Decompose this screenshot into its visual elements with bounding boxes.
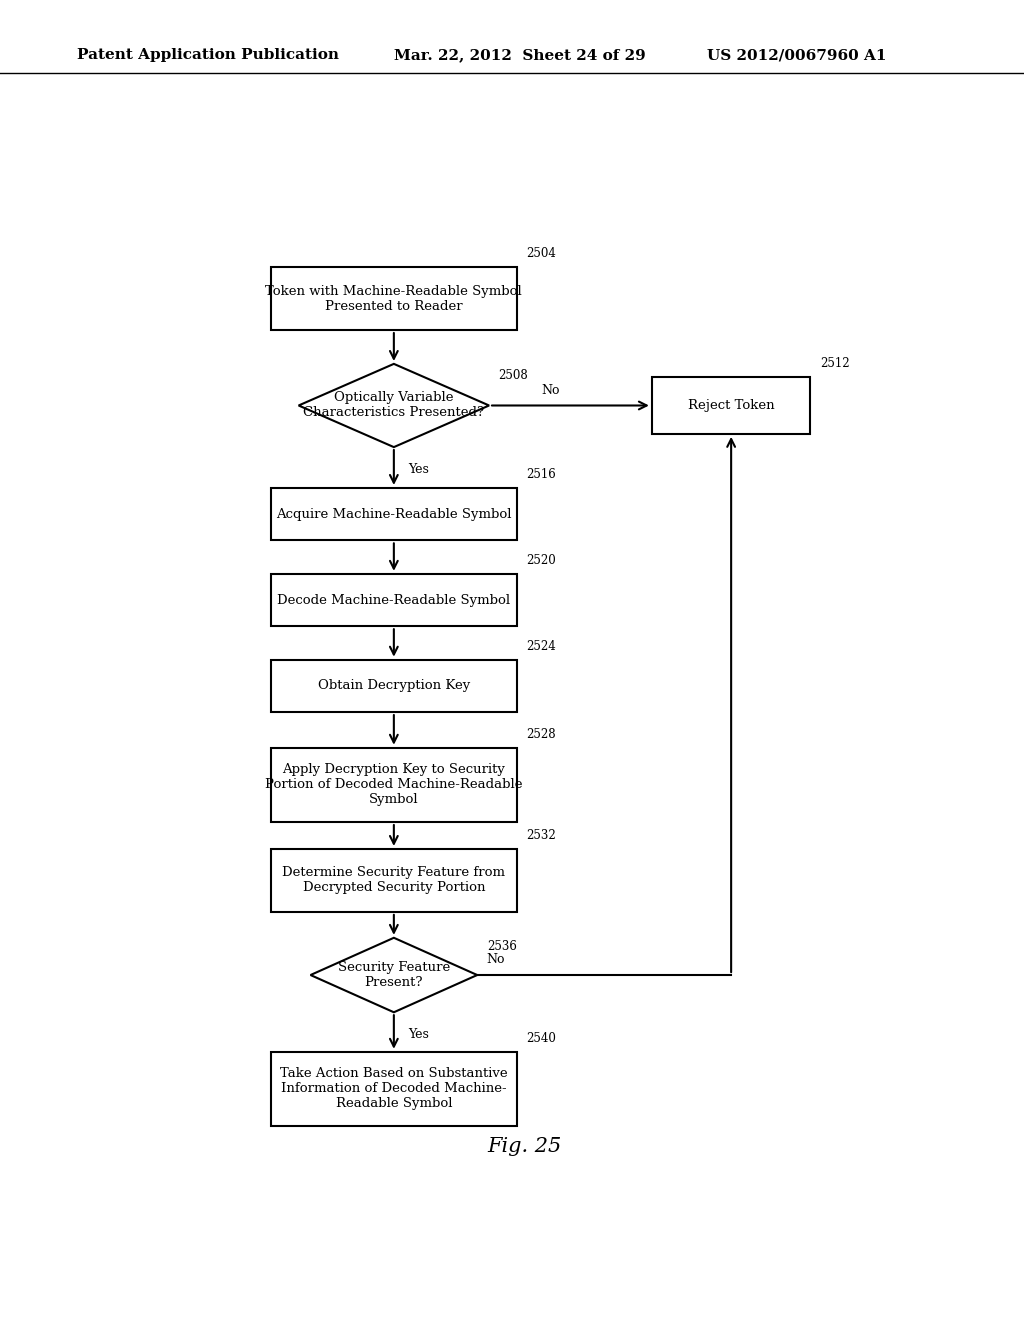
Text: 2536: 2536 (486, 940, 516, 953)
Text: No: No (542, 384, 560, 397)
Bar (270, 267, 517, 330)
Bar (270, 488, 517, 540)
Text: Reject Token: Reject Token (688, 399, 774, 412)
Text: Determine Security Feature from
Decrypted Security Portion: Determine Security Feature from Decrypte… (283, 866, 506, 895)
Bar (270, 1052, 517, 1126)
Text: Decode Machine-Readable Symbol: Decode Machine-Readable Symbol (278, 594, 510, 606)
Bar (270, 574, 517, 626)
Bar (270, 849, 517, 912)
Text: US 2012/0067960 A1: US 2012/0067960 A1 (707, 49, 886, 62)
Text: Acquire Machine-Readable Symbol: Acquire Machine-Readable Symbol (276, 508, 512, 520)
Text: 2516: 2516 (526, 467, 556, 480)
Text: Apply Decryption Key to Security
Portion of Decoded Machine-Readable
Symbol: Apply Decryption Key to Security Portion… (265, 763, 522, 807)
Text: Mar. 22, 2012  Sheet 24 of 29: Mar. 22, 2012 Sheet 24 of 29 (394, 49, 646, 62)
Text: Optically Variable
Characteristics Presented?: Optically Variable Characteristics Prese… (303, 392, 484, 420)
Text: Yes: Yes (409, 1028, 429, 1041)
Bar (270, 660, 517, 713)
Polygon shape (310, 937, 477, 1012)
Bar (270, 747, 517, 822)
Text: 2540: 2540 (526, 1032, 556, 1044)
Text: Take Action Based on Substantive
Information of Decoded Machine-
Readable Symbol: Take Action Based on Substantive Informa… (280, 1068, 508, 1110)
Bar (652, 378, 811, 434)
Text: Token with Machine-Readable Symbol
Presented to Reader: Token with Machine-Readable Symbol Prese… (265, 285, 522, 313)
Text: 2528: 2528 (526, 727, 556, 741)
Text: 2532: 2532 (526, 829, 556, 842)
Text: 2520: 2520 (526, 553, 556, 566)
Text: Security Feature
Present?: Security Feature Present? (338, 961, 450, 989)
Text: Yes: Yes (409, 463, 429, 477)
Text: 2512: 2512 (820, 356, 850, 370)
Text: Fig. 25: Fig. 25 (487, 1138, 562, 1156)
Text: Patent Application Publication: Patent Application Publication (77, 49, 339, 62)
Text: Obtain Decryption Key: Obtain Decryption Key (317, 680, 470, 693)
Text: No: No (486, 953, 505, 966)
Text: 2508: 2508 (499, 368, 528, 381)
Polygon shape (299, 364, 489, 447)
Text: 2524: 2524 (526, 640, 556, 652)
Text: 2504: 2504 (526, 247, 556, 260)
